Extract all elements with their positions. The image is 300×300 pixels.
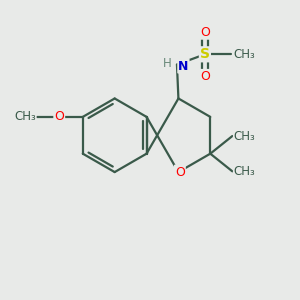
Text: O: O — [175, 166, 185, 178]
Text: CH₃: CH₃ — [234, 165, 256, 178]
Text: CH₃: CH₃ — [234, 130, 256, 142]
Text: O: O — [200, 70, 210, 83]
Text: O: O — [200, 26, 210, 39]
Text: S: S — [200, 47, 210, 61]
Text: H: H — [163, 57, 172, 70]
Text: N: N — [178, 60, 189, 73]
Text: CH₃: CH₃ — [14, 110, 36, 123]
Text: O: O — [54, 110, 64, 123]
Text: CH₃: CH₃ — [233, 48, 255, 61]
